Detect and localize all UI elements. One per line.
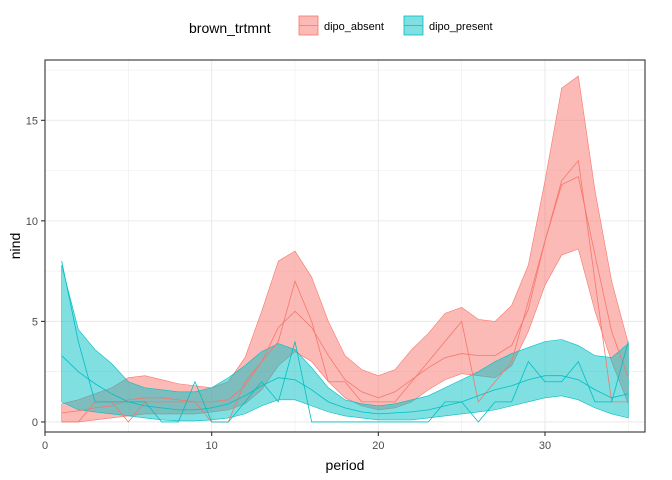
series-lines [61, 159, 629, 423]
y-axis-title: nind [7, 233, 23, 259]
axis-ticks: 0 10 20 30 0 5 10 15 [26, 115, 551, 452]
panel-border [44, 59, 646, 433]
x-tick-label: 0 [42, 440, 48, 452]
line-observed-dipo_present [61, 260, 629, 423]
line-mean-dipo_absent [61, 176, 629, 414]
x-axis-title: period [326, 457, 365, 473]
y-tick-label: 5 [32, 316, 38, 328]
ribbon-dipo_present [61, 265, 629, 422]
legend-title: brown_trtmnt [189, 20, 271, 36]
ribbons [61, 75, 629, 423]
legend: brown_trtmnt dipo_absent dipo_present [189, 15, 493, 36]
legend-label-dipo_present: dipo_present [429, 21, 493, 33]
line-mean-dipo_present [61, 355, 629, 415]
y-tick-label: 10 [26, 216, 38, 228]
legend-label-dipo_absent: dipo_absent [324, 21, 384, 33]
y-tick-label: 0 [32, 417, 38, 429]
x-tick-label: 30 [539, 440, 551, 452]
x-tick-label: 20 [372, 440, 384, 452]
line-observed-dipo_absent [61, 159, 629, 423]
y-tick-label: 15 [26, 115, 38, 127]
x-tick-label: 10 [206, 440, 218, 452]
